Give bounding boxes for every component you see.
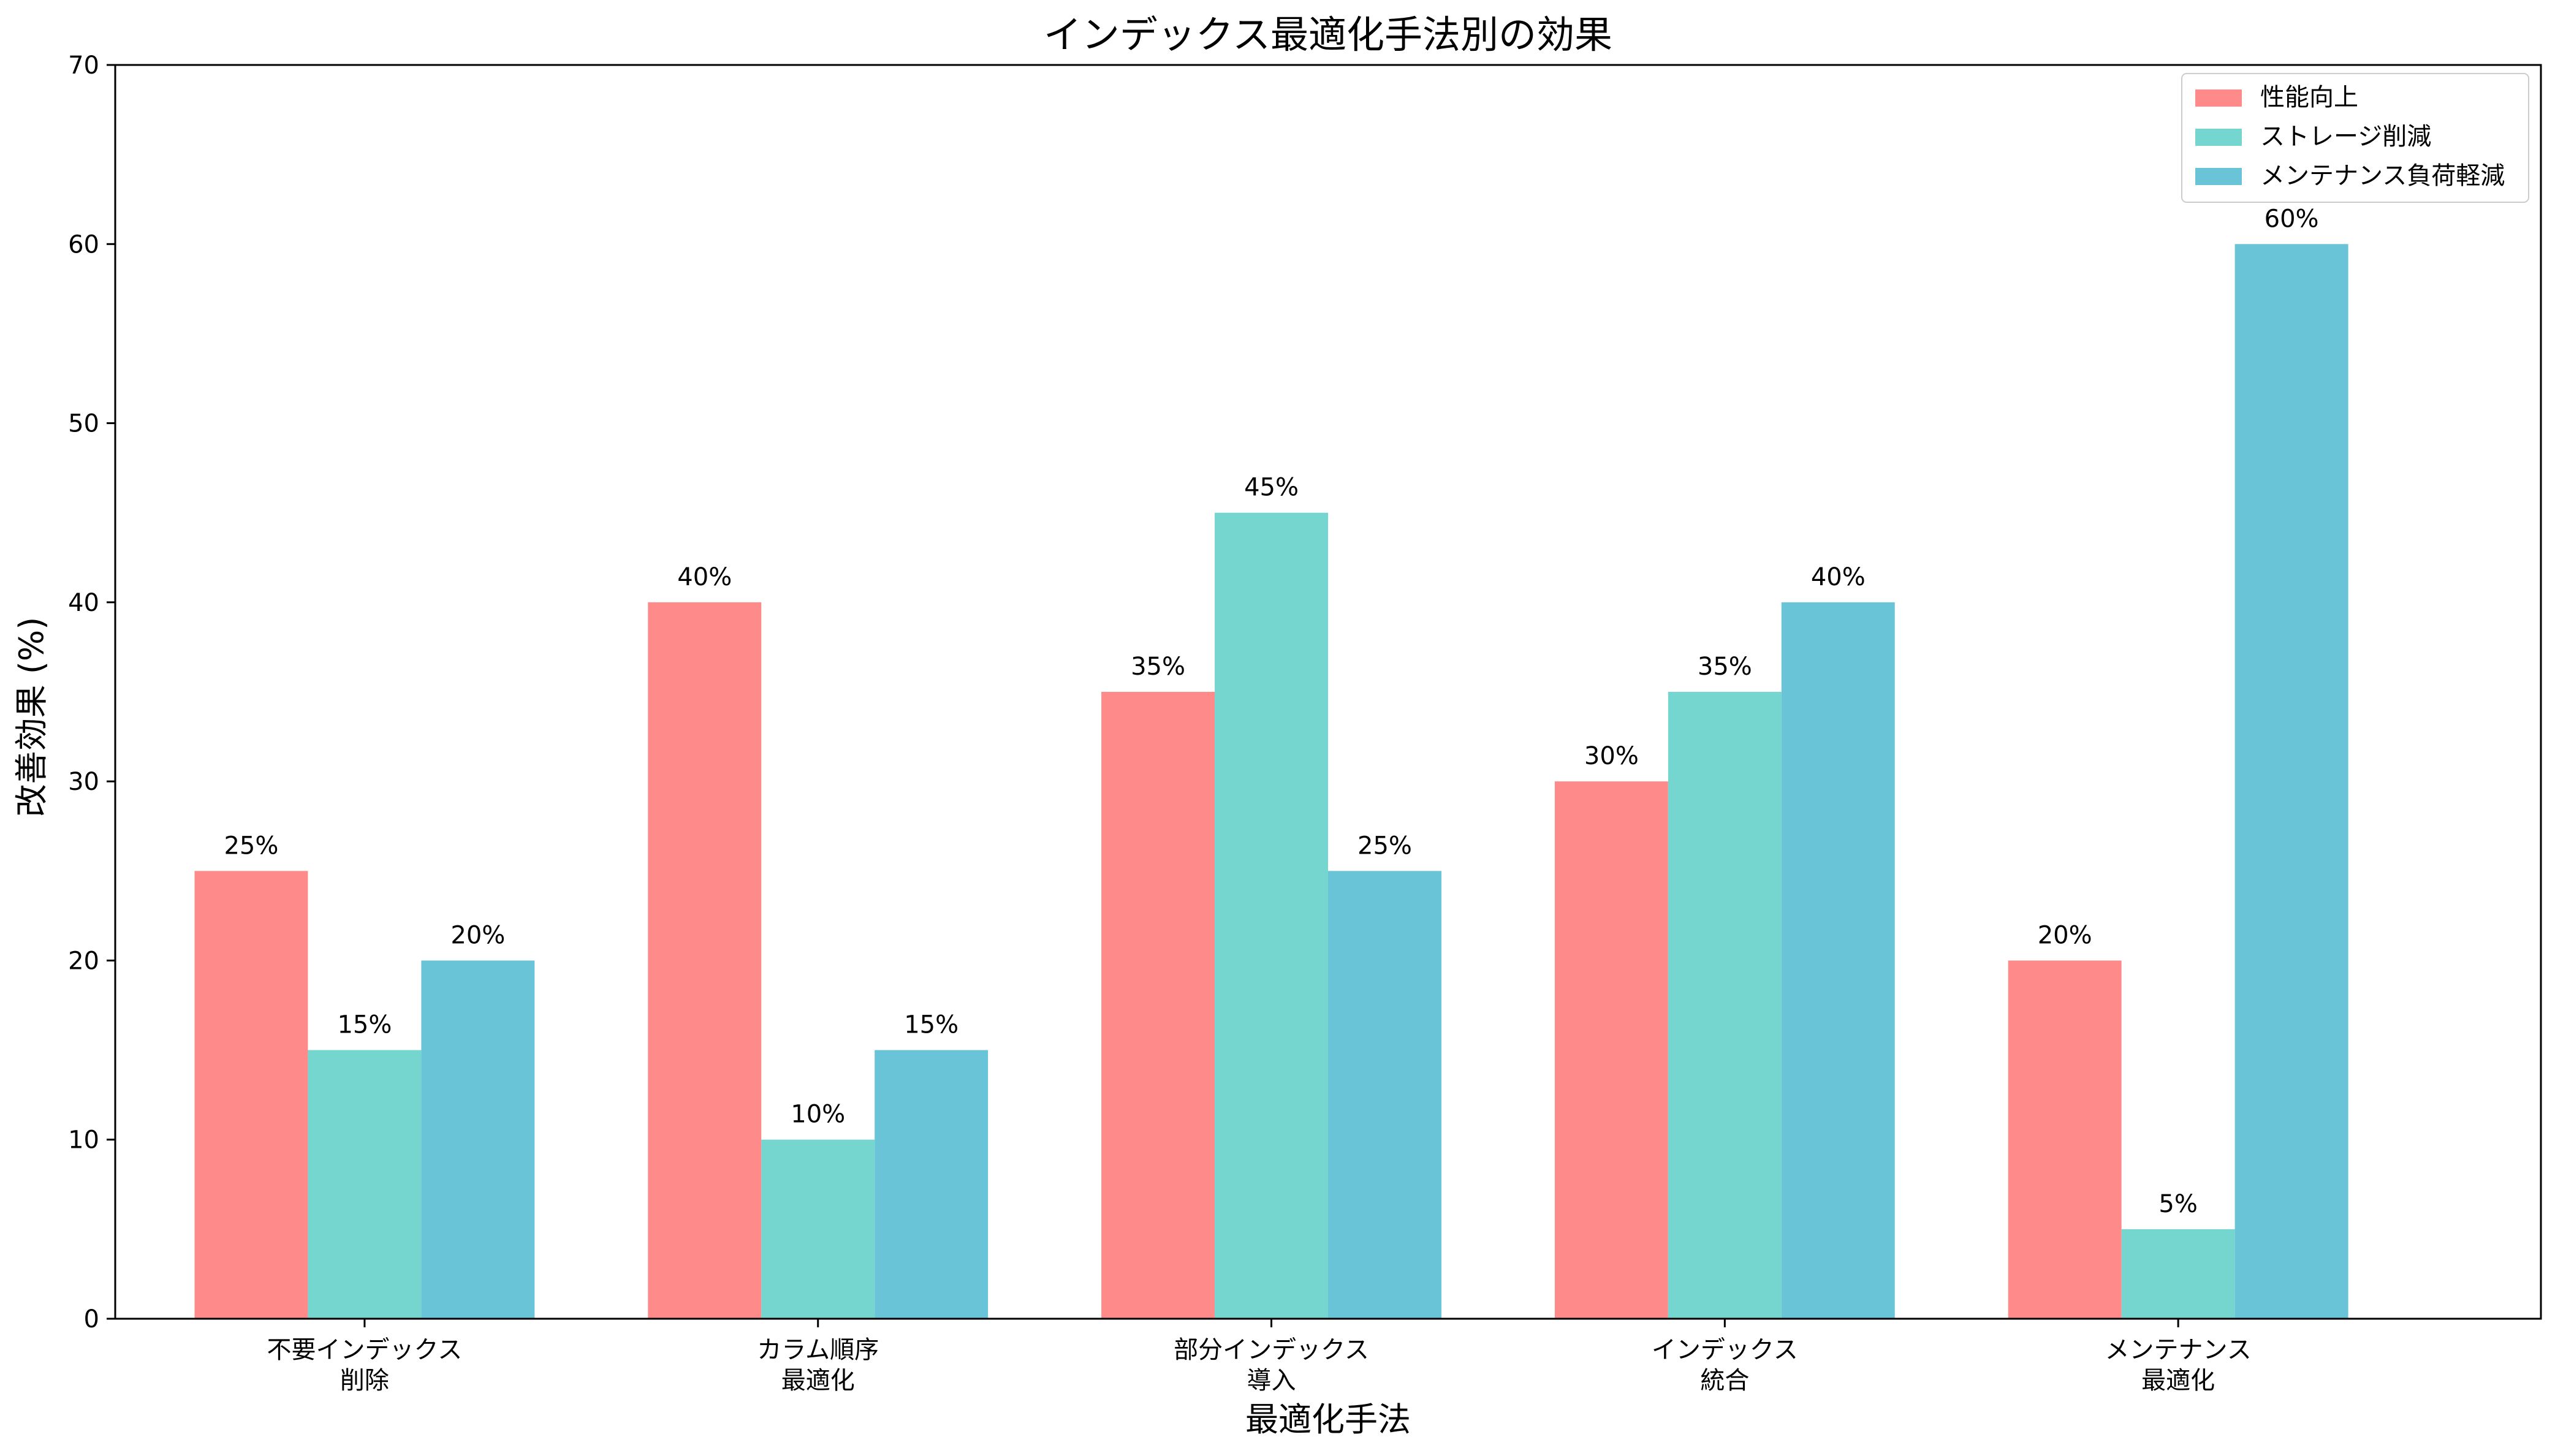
value-label-series-0-category-1: 40% bbox=[677, 563, 732, 591]
chart-title: インデックス最適化手法別の効果 bbox=[1044, 12, 1612, 57]
bar-series-1-category-0 bbox=[308, 1050, 422, 1319]
y-axis-title: 改善効果 (%) bbox=[12, 617, 51, 817]
legend-label-0: 性能向上 bbox=[2260, 83, 2358, 112]
value-label-series-0-category-0: 25% bbox=[224, 832, 278, 860]
legend-label-2: メンテナンス負荷軽減 bbox=[2260, 162, 2505, 190]
y-tick-label-5: 50 bbox=[68, 410, 99, 438]
bar-series-2-category-1 bbox=[875, 1050, 989, 1319]
value-label-series-2-category-2: 25% bbox=[1357, 832, 1412, 860]
bar-series-0-category-1 bbox=[648, 602, 762, 1319]
x-tick-label-3: インデックス統合 bbox=[1652, 1336, 1798, 1395]
x-tick-label-0: 不要インデックス削除 bbox=[267, 1336, 462, 1395]
value-label-series-1-category-0: 15% bbox=[337, 1011, 392, 1039]
x-tick-label-4: メンテナンス最適化 bbox=[2105, 1336, 2252, 1395]
legend-box bbox=[2181, 73, 2529, 203]
x-tick-label-1: カラム順序最適化 bbox=[757, 1336, 879, 1395]
y-tick-label-4: 40 bbox=[68, 589, 99, 617]
plot-frame bbox=[114, 64, 2542, 1320]
bar-series-1-category-3 bbox=[1668, 692, 1782, 1319]
bar-series-0-category-2 bbox=[1101, 692, 1215, 1319]
bar-series-1-category-1 bbox=[761, 1139, 875, 1319]
bar-series-2-category-0 bbox=[421, 960, 535, 1319]
bar-series-2-category-2 bbox=[1328, 871, 1441, 1319]
y-tick-label-7: 70 bbox=[68, 51, 99, 80]
value-label-series-1-category-3: 35% bbox=[1698, 653, 1752, 681]
value-label-series-0-category-2: 35% bbox=[1131, 653, 1185, 681]
value-label-series-0-category-3: 30% bbox=[1584, 742, 1639, 770]
value-label-series-0-category-4: 20% bbox=[2038, 921, 2092, 949]
legend-swatch-0 bbox=[2195, 89, 2242, 107]
legend-swatch-1 bbox=[2195, 129, 2242, 146]
y-tick-label-2: 20 bbox=[68, 947, 99, 975]
value-labels-layer: 25% 40% 35% 30% 20% 15% 10% 45% 35% 5% 20% 15% 25% 40… bbox=[224, 205, 2318, 1218]
value-label-series-2-category-3: 40% bbox=[1811, 563, 1866, 591]
bar-series-1-category-4 bbox=[2121, 1229, 2235, 1319]
value-label-series-2-category-1: 15% bbox=[904, 1011, 959, 1039]
value-label-series-1-category-4: 5% bbox=[2158, 1190, 2197, 1218]
value-label-series-2-category-4: 60% bbox=[2265, 205, 2319, 233]
value-label-series-1-category-1: 10% bbox=[791, 1101, 845, 1129]
y-tick-label-0: 0 bbox=[84, 1305, 99, 1333]
bar-series-2-category-3 bbox=[1781, 602, 1895, 1319]
x-axis-title: 最適化手法 bbox=[1245, 1400, 1411, 1439]
y-tick-label-6: 60 bbox=[68, 230, 99, 259]
axes-layer: 0 10 20 30 40 50 60 70 不要インデックス削除 カラム順序最適化 部分インデック… bbox=[68, 51, 2542, 1395]
legend-label-1: ストレージ削減 bbox=[2260, 123, 2431, 151]
y-tick-label-3: 30 bbox=[68, 768, 99, 796]
bar-series-0-category-4 bbox=[2008, 960, 2122, 1319]
x-tick-label-2: 部分インデックス導入 bbox=[1174, 1336, 1369, 1395]
legend-swatch-2 bbox=[2195, 168, 2242, 185]
bar-series-0-category-3 bbox=[1554, 781, 1668, 1319]
y-tick-label-1: 10 bbox=[68, 1126, 99, 1155]
bars-layer bbox=[194, 244, 2348, 1319]
value-label-series-2-category-0: 20% bbox=[450, 921, 505, 949]
bar-series-1-category-2 bbox=[1215, 512, 1328, 1319]
bar-series-0-category-0 bbox=[194, 871, 308, 1319]
value-label-series-1-category-2: 45% bbox=[1244, 474, 1299, 502]
bar-series-2-category-4 bbox=[2234, 244, 2348, 1319]
